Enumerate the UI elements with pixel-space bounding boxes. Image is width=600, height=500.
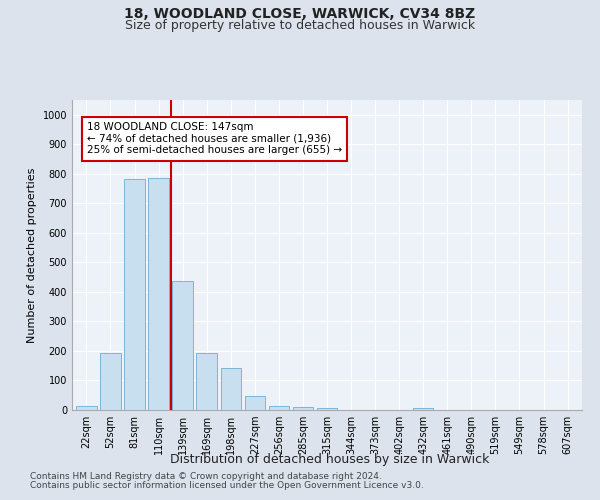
Bar [413,408,433,410]
Bar [124,179,145,410]
Bar [148,178,169,410]
Text: Size of property relative to detached houses in Warwick: Size of property relative to detached ho… [125,18,475,32]
Bar [100,353,121,410]
Bar [293,407,313,410]
Y-axis label: Number of detached properties: Number of detached properties [27,168,37,342]
Bar [269,406,289,410]
Bar [196,354,217,410]
Text: 18, WOODLAND CLOSE, WARWICK, CV34 8BZ: 18, WOODLAND CLOSE, WARWICK, CV34 8BZ [124,8,476,22]
Text: Contains public sector information licensed under the Open Government Licence v3: Contains public sector information licen… [30,481,424,490]
Text: Contains HM Land Registry data © Crown copyright and database right 2024.: Contains HM Land Registry data © Crown c… [30,472,382,481]
Bar [245,396,265,410]
Bar [172,281,193,410]
Text: Distribution of detached houses by size in Warwick: Distribution of detached houses by size … [170,452,490,466]
Bar [317,408,337,410]
Bar [76,406,97,410]
Bar [221,368,241,410]
Text: 18 WOODLAND CLOSE: 147sqm
← 74% of detached houses are smaller (1,936)
25% of se: 18 WOODLAND CLOSE: 147sqm ← 74% of detac… [87,122,342,156]
